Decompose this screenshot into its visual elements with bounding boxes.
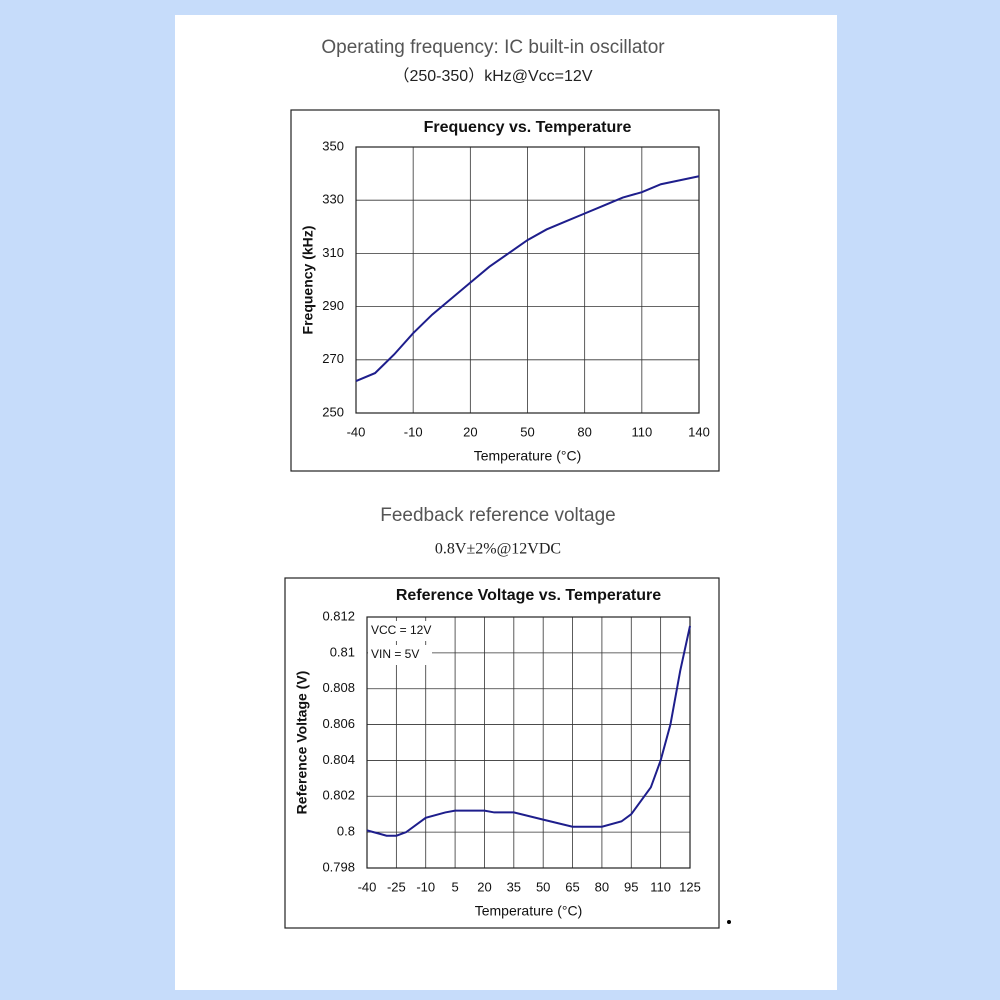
data-line [355, 175, 700, 383]
x-tick-label: -10 [416, 879, 435, 894]
y-tick-label: 0.806 [322, 716, 355, 731]
annotation-bg [368, 645, 432, 665]
annotation-bg [368, 621, 432, 641]
x-tick-label: 140 [688, 424, 710, 439]
chart-frame [290, 109, 720, 472]
chart-frame [284, 577, 720, 929]
plot-border [355, 146, 700, 414]
y-tick-label: 290 [322, 298, 344, 313]
x-tick-label: 95 [624, 879, 638, 894]
x-tick-label: -10 [404, 424, 423, 439]
y-axis-label: Reference Voltage (V) [294, 671, 310, 815]
y-tick-label: 0.808 [322, 680, 355, 695]
x-tick-label: 80 [577, 424, 591, 439]
x-tick-label: 20 [477, 879, 491, 894]
x-tick-label: 20 [463, 424, 477, 439]
caption: Operating frequency: IC built-in oscilla… [321, 37, 665, 58]
x-tick-label: 65 [565, 879, 579, 894]
x-tick-label: 35 [507, 879, 521, 894]
chart-title: Reference Voltage vs. Temperature [396, 587, 661, 604]
caption-sub: 0.8V±2%@12VDC [435, 541, 561, 558]
x-tick-label: 110 [650, 879, 671, 894]
data-line [366, 625, 691, 837]
y-tick-label: 310 [322, 245, 344, 260]
dot [727, 920, 731, 924]
y-tick-label: 0.8 [337, 824, 355, 839]
x-tick-label: 50 [536, 879, 550, 894]
y-tick-label: 0.804 [322, 752, 355, 767]
y-tick-label: 0.802 [322, 788, 355, 803]
y-tick-label: 0.812 [322, 608, 355, 623]
y-tick-label: 270 [322, 351, 344, 366]
x-tick-label: 125 [679, 879, 701, 894]
y-tick-label: 0.81 [330, 644, 355, 659]
chart-title: Frequency vs. Temperature [424, 119, 632, 136]
y-axis-label: Frequency (kHz) [300, 226, 316, 335]
x-axis-label: Temperature (°C) [474, 448, 582, 464]
y-tick-label: 0.798 [322, 859, 355, 874]
plot-border [366, 616, 691, 869]
x-tick-label: -40 [358, 879, 377, 894]
y-tick-label: 350 [322, 138, 344, 153]
x-axis-label: Temperature (°C) [475, 903, 583, 919]
x-tick-label: 110 [631, 424, 652, 439]
y-tick-label: 330 [322, 192, 344, 207]
caption-sub: （250-350）kHz@Vcc=12V [393, 67, 592, 85]
x-tick-label: 5 [451, 879, 458, 894]
annotation: VCC = 12V [371, 623, 431, 637]
x-tick-label: -40 [347, 424, 366, 439]
caption: Feedback reference voltage [380, 505, 616, 526]
x-tick-label: 80 [595, 879, 609, 894]
x-tick-label: 50 [520, 424, 534, 439]
y-tick-label: 250 [322, 404, 344, 419]
x-tick-label: -25 [387, 879, 406, 894]
annotation: VIN = 5V [371, 647, 419, 661]
